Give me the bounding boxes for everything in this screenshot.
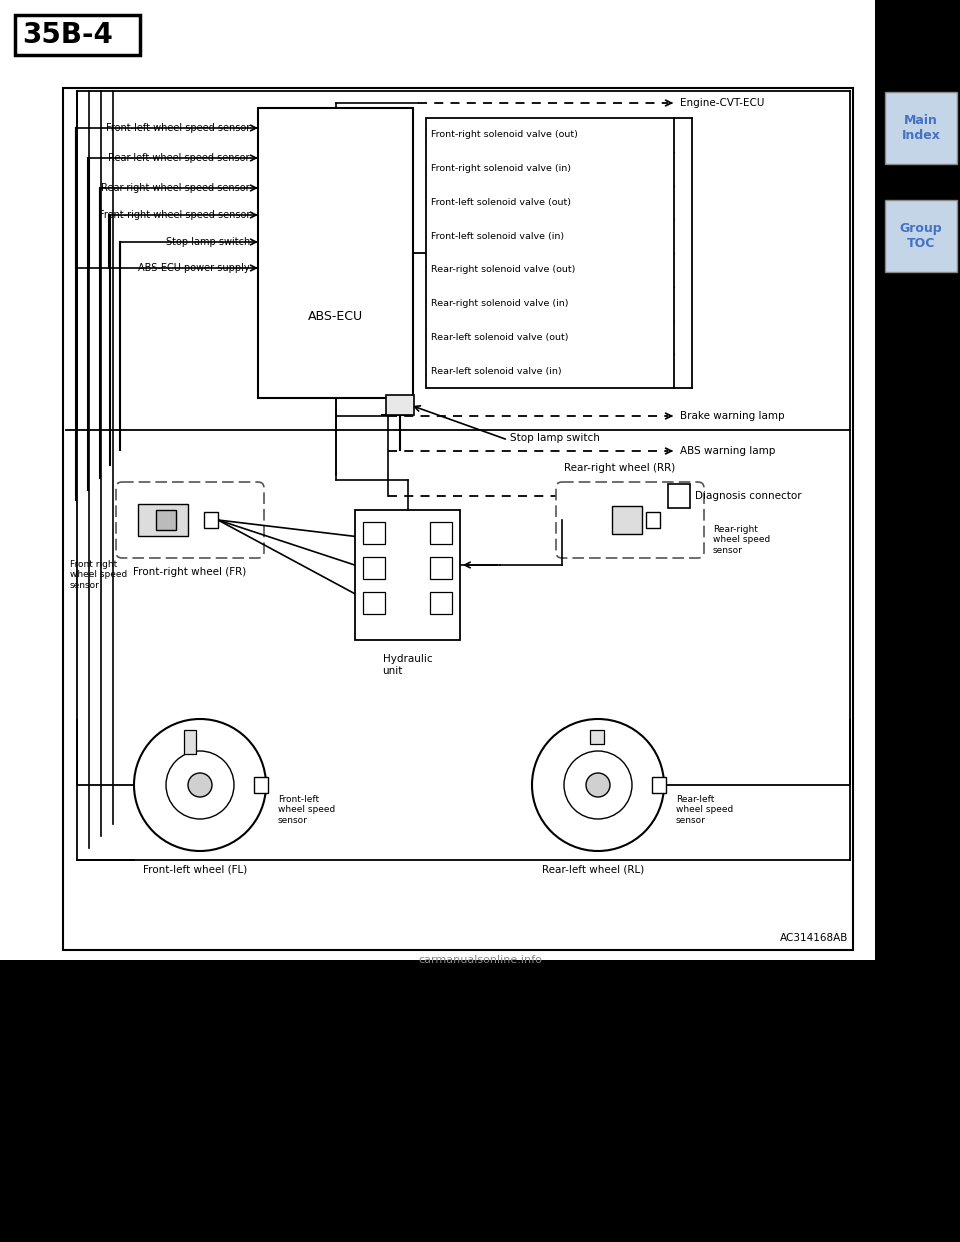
Bar: [363, 556, 385, 579]
Circle shape: [134, 719, 266, 851]
Circle shape: [188, 773, 212, 797]
Text: Rear-left solenoid valve (out): Rear-left solenoid valve (out): [431, 333, 568, 342]
Circle shape: [586, 773, 610, 797]
Text: Stop lamp switch: Stop lamp switch: [510, 433, 600, 443]
FancyBboxPatch shape: [116, 482, 264, 558]
Bar: [138, 504, 188, 537]
Bar: [258, 108, 413, 397]
Text: Front-left wheel (FL): Front-left wheel (FL): [143, 864, 247, 876]
Text: Front right
wheel speed
sensor: Front right wheel speed sensor: [70, 560, 128, 590]
Bar: [363, 592, 385, 614]
Bar: [885, 200, 957, 272]
Text: Stop lamp switch: Stop lamp switch: [166, 237, 250, 247]
Bar: [204, 512, 218, 528]
Text: Engine-CVT-ECU: Engine-CVT-ECU: [680, 98, 764, 108]
Bar: [430, 556, 452, 579]
Text: Rear-right solenoid valve (out): Rear-right solenoid valve (out): [431, 266, 575, 274]
Text: ABS warning lamp: ABS warning lamp: [680, 446, 776, 456]
Text: Rear-left wheel speed sensor: Rear-left wheel speed sensor: [108, 153, 250, 163]
Text: Rear-right wheel speed sensor: Rear-right wheel speed sensor: [102, 183, 250, 193]
Bar: [254, 777, 268, 792]
Bar: [363, 522, 385, 544]
Bar: [590, 730, 604, 744]
Bar: [612, 505, 642, 534]
Circle shape: [166, 751, 234, 818]
Text: ABS-ECU: ABS-ECU: [308, 310, 363, 323]
Text: Rear-left
wheel speed
sensor: Rear-left wheel speed sensor: [676, 795, 733, 825]
Text: carmanualsonline.info: carmanualsonline.info: [418, 955, 542, 965]
Bar: [386, 395, 414, 415]
Text: Front-left solenoid valve (in): Front-left solenoid valve (in): [431, 231, 564, 241]
Text: Front-left solenoid valve (out): Front-left solenoid valve (out): [431, 197, 571, 207]
Text: Rear-right solenoid valve (in): Rear-right solenoid valve (in): [431, 299, 568, 308]
Text: AC314168AB: AC314168AB: [780, 933, 848, 943]
Bar: [430, 522, 452, 544]
Text: Rear-right wheel (RR): Rear-right wheel (RR): [564, 463, 676, 473]
Bar: [668, 484, 690, 508]
Text: Front-left wheel speed sensor: Front-left wheel speed sensor: [106, 123, 250, 133]
Bar: [426, 118, 674, 388]
Text: Rear-left solenoid valve (in): Rear-left solenoid valve (in): [431, 366, 562, 375]
Text: Group
TOC: Group TOC: [900, 222, 943, 250]
Bar: [652, 777, 666, 792]
Text: Front-right solenoid valve (out): Front-right solenoid valve (out): [431, 130, 578, 139]
Bar: [184, 730, 196, 754]
Text: Front-right wheel (FR): Front-right wheel (FR): [133, 568, 247, 578]
Bar: [646, 512, 660, 528]
Bar: [0, 0, 875, 960]
Text: Rear-left wheel (RL): Rear-left wheel (RL): [541, 864, 644, 876]
Text: Brake warning lamp: Brake warning lamp: [680, 411, 784, 421]
Text: ABS-ECU power supply: ABS-ECU power supply: [138, 263, 250, 273]
Bar: [430, 592, 452, 614]
Text: Hydraulic
unit: Hydraulic unit: [382, 655, 432, 676]
Bar: [156, 510, 176, 530]
FancyBboxPatch shape: [556, 482, 704, 558]
Text: Front-left
wheel speed
sensor: Front-left wheel speed sensor: [278, 795, 335, 825]
Bar: [355, 510, 460, 640]
Bar: [15, 15, 140, 55]
Text: Front-right wheel speed sensor: Front-right wheel speed sensor: [99, 210, 250, 220]
Circle shape: [564, 751, 632, 818]
Text: Front-right solenoid valve (in): Front-right solenoid valve (in): [431, 164, 571, 173]
Circle shape: [532, 719, 664, 851]
Text: Main
Index: Main Index: [901, 114, 941, 142]
Bar: [63, 88, 853, 950]
Text: 35B-4: 35B-4: [22, 21, 113, 48]
Bar: [885, 92, 957, 164]
Text: Diagnosis connector: Diagnosis connector: [695, 491, 802, 501]
Text: Rear-right
wheel speed
sensor: Rear-right wheel speed sensor: [713, 525, 770, 555]
